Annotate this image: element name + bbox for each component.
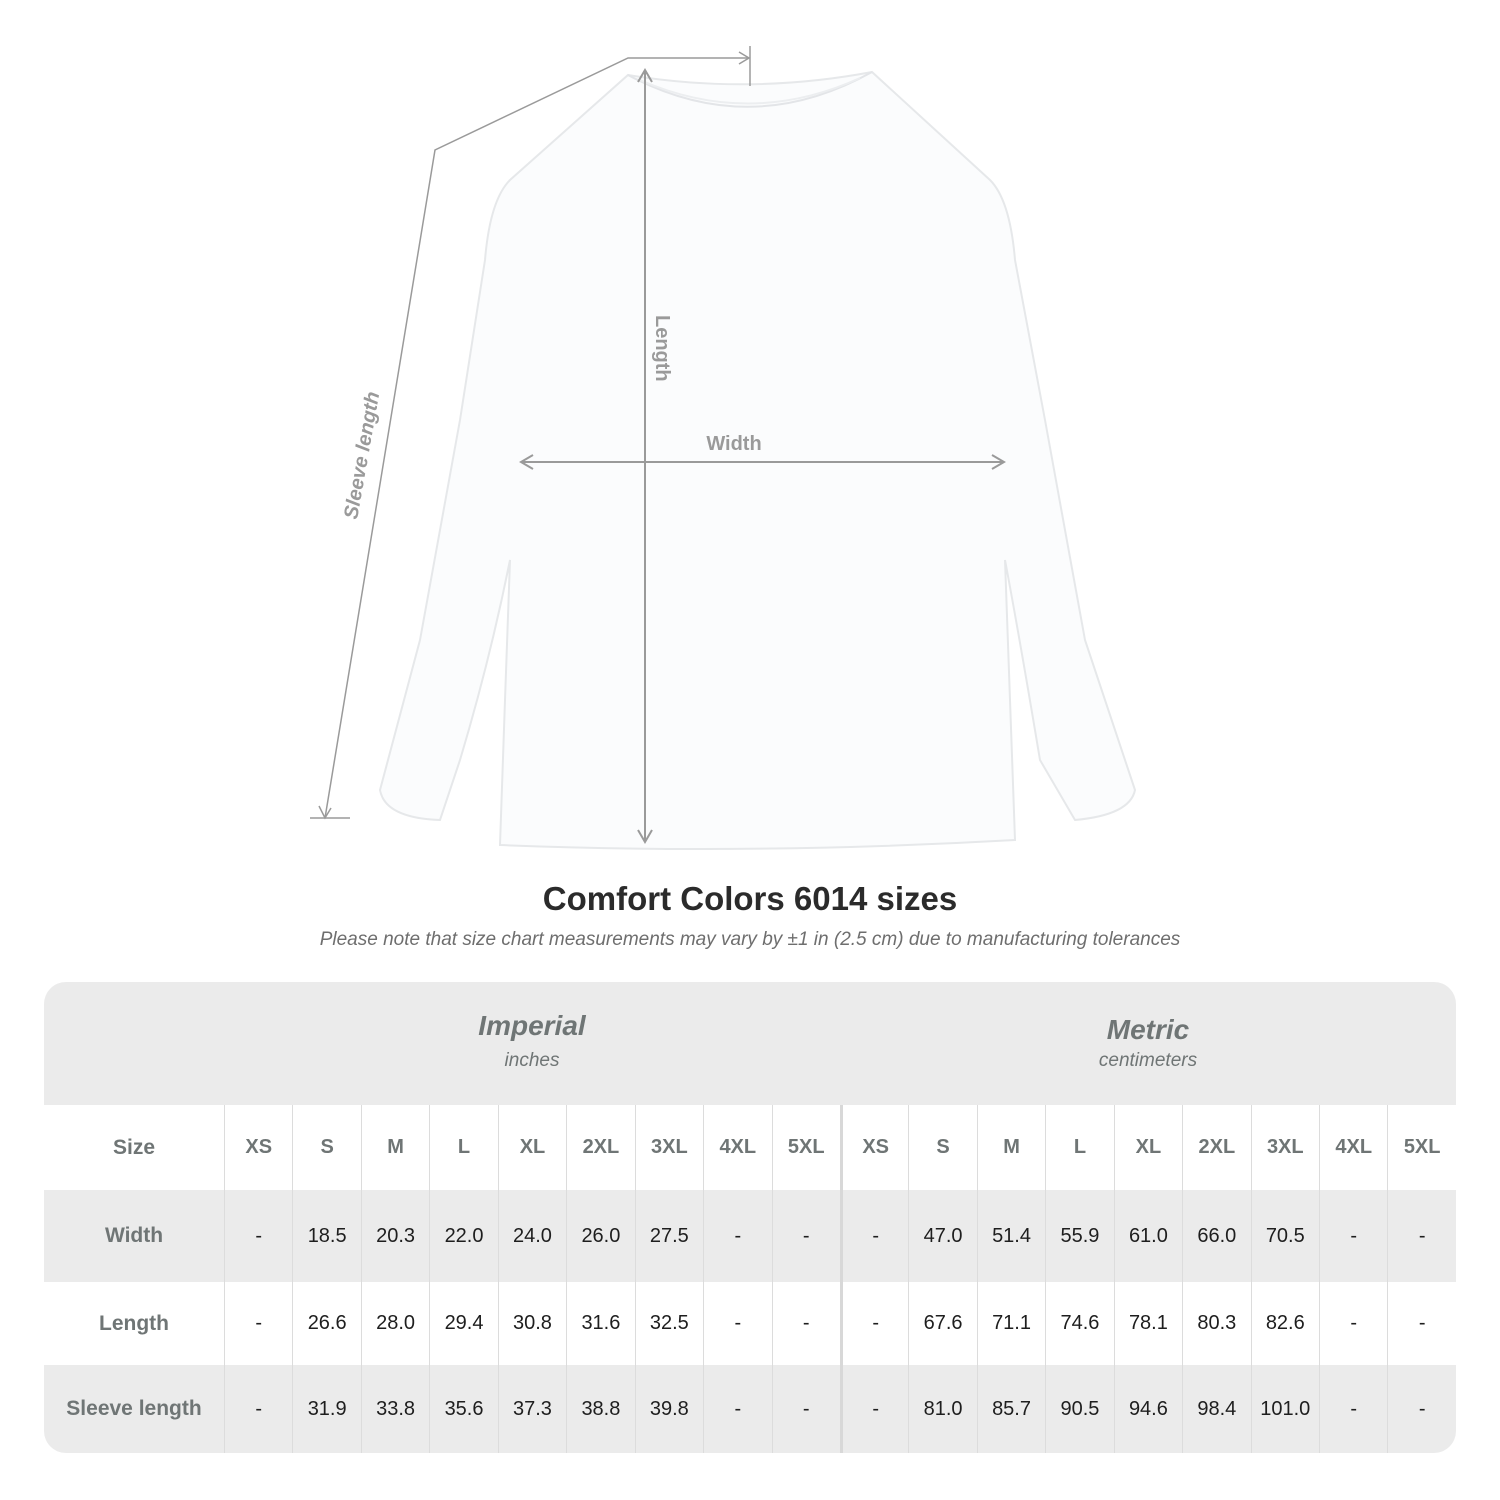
size-header-cell: 3XL	[1250, 1105, 1319, 1190]
size-header-cell: XL	[497, 1105, 566, 1190]
table-row: Width -18.5 20.3 22.0 24.0 26.0 27.5- - -47.0 51.…	[44, 1190, 1456, 1282]
width-label: Width	[706, 433, 761, 455]
metric-value-cell: 55.9	[1045, 1190, 1113, 1282]
imperial-value-cell: 37.3	[497, 1365, 566, 1453]
metric-value-cell: 80.3	[1182, 1282, 1250, 1365]
metric-label: Metric	[1106, 1014, 1190, 1045]
size-header-cell: 4XL	[1319, 1105, 1387, 1190]
size-header-cell: 5XL	[1387, 1105, 1455, 1190]
imperial-value-cell: -	[771, 1190, 840, 1282]
row-label: Width	[104, 1224, 164, 1247]
metric-value-cell: -	[1319, 1190, 1387, 1282]
imperial-value-cell: 26.0	[566, 1190, 634, 1282]
imperial-value-cell: 18.5	[292, 1190, 360, 1282]
imperial-value-cell: 32.5	[634, 1282, 703, 1365]
size-header-cell: 3XL	[634, 1105, 703, 1190]
imperial-value-cell: -	[224, 1365, 292, 1453]
metric-value-cell: 81.0	[908, 1365, 976, 1453]
imperial-value-cell: 24.0	[497, 1190, 566, 1282]
size-header-cell: L	[1045, 1105, 1113, 1190]
metric-value-cell: 101.0	[1250, 1365, 1319, 1453]
size-header-cell: M	[976, 1105, 1045, 1190]
metric-header: Metric centimeters	[840, 982, 1456, 1105]
imperial-value-cell: 39.8	[634, 1365, 703, 1453]
imperial-value-cell: -	[224, 1190, 292, 1282]
imperial-value-cell: 31.6	[566, 1282, 634, 1365]
metric-value-cell: 85.7	[976, 1365, 1045, 1453]
metric-value-cell: 47.0	[908, 1190, 976, 1282]
metric-value-cell: 90.5	[1045, 1365, 1113, 1453]
imperial-value-cell: -	[703, 1282, 771, 1365]
metric-value-cell: 78.1	[1113, 1282, 1182, 1365]
imperial-value-cell: 26.6	[292, 1282, 360, 1365]
size-header-cell: XL	[1113, 1105, 1182, 1190]
imperial-value-cell: -	[703, 1365, 771, 1453]
imperial-value-cell: 28.0	[360, 1282, 429, 1365]
row-label: Size	[112, 1135, 156, 1159]
metric-value-cell: 98.4	[1182, 1365, 1250, 1453]
imperial-value-cell: 33.8	[360, 1365, 429, 1453]
imperial-label: Imperial	[478, 1010, 586, 1041]
imperial-value-cell: -	[771, 1282, 840, 1365]
size-header-cell: M	[360, 1105, 429, 1190]
metric-value-cell: 71.1	[976, 1282, 1045, 1365]
size-header-cell: 4XL	[703, 1105, 771, 1190]
metric-value-cell: -	[1387, 1282, 1455, 1365]
metric-value-cell: 67.6	[908, 1282, 976, 1365]
table-row: Length -26.6 28.0 29.4 30.8 31.6 32.5- - -67.6 71…	[44, 1282, 1456, 1365]
shirt-illustration	[378, 70, 1137, 850]
metric-value-cell: -	[839, 1282, 908, 1365]
imperial-value-cell: -	[703, 1190, 771, 1282]
size-table: Imperial inches Metric centimeters Size X…	[44, 982, 1456, 1453]
size-header-cell: 5XL	[771, 1105, 840, 1190]
metric-value-cell: 82.6	[1250, 1282, 1319, 1365]
imperial-header: Imperial inches	[224, 982, 840, 1105]
imperial-value-cell: 22.0	[429, 1190, 497, 1282]
table-row: Sleeve length -31.9 33.8 35.6 37.3 38.8 39.8- -…	[44, 1365, 1456, 1453]
row-label: Sleeve length	[66, 1397, 202, 1420]
metric-value-cell: -	[839, 1190, 908, 1282]
imperial-value-cell: -	[771, 1365, 840, 1453]
metric-value-cell: -	[1387, 1190, 1455, 1282]
imperial-value-cell: 35.6	[429, 1365, 497, 1453]
length-label: Length	[651, 315, 673, 382]
imperial-value-cell: 31.9	[292, 1365, 360, 1453]
imperial-value-cell: 27.5	[634, 1190, 703, 1282]
metric-value-cell: 74.6	[1045, 1282, 1113, 1365]
metric-value-cell: 51.4	[976, 1190, 1045, 1282]
metric-value-cell: 61.0	[1113, 1190, 1182, 1282]
sleeve-length-arrow	[324, 57, 748, 819]
row-label: Length	[99, 1311, 169, 1335]
size-header-cell: 2XL	[1182, 1105, 1250, 1190]
imperial-value-cell: 30.8	[497, 1282, 566, 1365]
metric-unit: centimeters	[1098, 1050, 1198, 1071]
imperial-value-cell: 29.4	[429, 1282, 497, 1365]
page-title: Comfort Colors 6014 sizes	[542, 880, 958, 917]
size-header-cell: 2XL	[566, 1105, 634, 1190]
size-header-cell: XS	[839, 1105, 908, 1190]
imperial-value-cell: 38.8	[566, 1365, 634, 1453]
metric-value-cell: -	[1319, 1365, 1387, 1453]
size-header-cell: S	[908, 1105, 976, 1190]
size-header-cell: S	[292, 1105, 360, 1190]
tolerance-note: Please note that size chart measurements…	[319, 929, 1181, 950]
metric-value-cell: -	[1387, 1365, 1455, 1453]
size-header-row: Size XS S M L XL 2XL 3XL 4XL 5XL XS S M L XL 2XL 3XL 4XL 5…	[44, 1105, 1456, 1190]
shirt-diagram: Length Width Sleeve length	[310, 46, 1137, 850]
metric-value-cell: -	[839, 1365, 908, 1453]
imperial-value-cell: 20.3	[360, 1190, 429, 1282]
metric-value-cell: 94.6	[1113, 1365, 1182, 1453]
metric-value-cell: -	[1319, 1282, 1387, 1365]
metric-value-cell: 70.5	[1250, 1190, 1319, 1282]
size-header-cell: L	[429, 1105, 497, 1190]
imperial-unit: inches	[504, 1050, 560, 1071]
metric-value-cell: 66.0	[1182, 1190, 1250, 1282]
imperial-value-cell: -	[224, 1282, 292, 1365]
size-header-cell: XS	[224, 1105, 292, 1190]
